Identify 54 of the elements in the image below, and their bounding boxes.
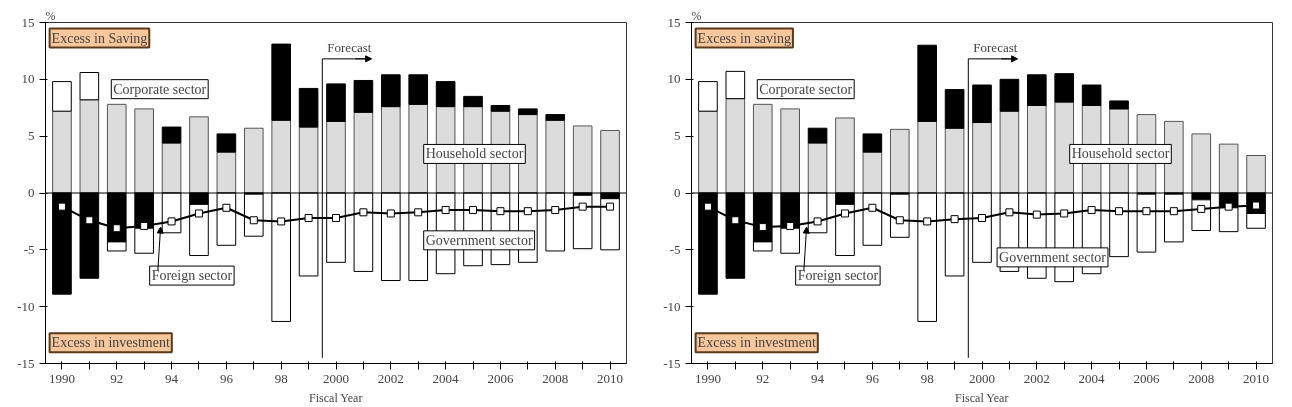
- annotation: Excess in investment: [51, 335, 170, 351]
- x-tick-label: 2000: [969, 370, 995, 386]
- x-tick-label: 2004: [1078, 370, 1106, 386]
- y-tick-label: 15: [21, 14, 35, 30]
- x-tick-label: 92: [110, 370, 124, 386]
- annotation: Excess in saving: [697, 30, 791, 46]
- y-tick-label: -5: [23, 241, 35, 257]
- x-tick-label: 1990: [694, 370, 721, 386]
- y-tick-label: -15: [663, 355, 681, 371]
- y-axis-title: %: [691, 8, 702, 23]
- annotation: Excess in investment: [697, 335, 816, 351]
- x-tick-label: 98: [274, 370, 288, 386]
- x-tick-label: 96: [865, 370, 880, 386]
- series-label: Household sector: [1071, 146, 1170, 162]
- y-tick-label: 10: [667, 71, 681, 87]
- ref-line-label: Forecast: [327, 39, 372, 55]
- x-tick-label: 94: [811, 370, 825, 386]
- y-tick-label: 10: [21, 71, 35, 87]
- x-tick-label: 2006: [487, 370, 514, 386]
- text: Foreign sector: [151, 268, 233, 284]
- y-tick-label: -10: [17, 298, 35, 314]
- x-tick-label: 1990: [48, 370, 75, 386]
- y-tick-label: 5: [674, 128, 681, 144]
- y-tick-label: 0: [28, 185, 35, 200]
- annotation: Excess in Saving: [51, 30, 148, 46]
- y-tick-label: -5: [669, 241, 681, 257]
- series-label: Government sector: [425, 232, 533, 248]
- x-tick-label: 2010: [1243, 370, 1270, 386]
- x-tick-label: 2008: [1188, 370, 1215, 386]
- x-tick-label: 2000: [323, 370, 349, 386]
- y-tick-label: 5: [28, 128, 35, 144]
- x-tick-label: 2002: [377, 370, 404, 386]
- text: Corporate sector: [759, 81, 853, 97]
- y-axis-title: %: [45, 8, 56, 23]
- series-label: Household sector: [425, 146, 524, 162]
- y-tick-label: 0: [674, 185, 681, 200]
- x-tick-label: 98: [920, 370, 934, 386]
- x-tick-label: 2006: [1133, 370, 1160, 386]
- x-tick-label: 96: [219, 370, 234, 386]
- y-tick-label: -15: [17, 355, 35, 371]
- ref-line-label: Forecast: [973, 39, 1018, 55]
- x-tick-label: 92: [756, 370, 770, 386]
- x-tick-label: 2008: [542, 370, 569, 386]
- x-tick-label: 2010: [597, 370, 624, 386]
- x-tick-label: 2004: [432, 370, 460, 386]
- text: Foreign sector: [797, 268, 879, 284]
- series-label: Government sector: [999, 249, 1107, 265]
- y-tick-label: -10: [663, 298, 681, 314]
- x-tick-label: 2002: [1023, 370, 1050, 386]
- x-axis-title: Fiscal Year: [309, 390, 363, 405]
- x-tick-label: 94: [165, 370, 179, 386]
- text: Corporate sector: [113, 81, 207, 97]
- x-axis-title: Fiscal Year: [955, 390, 1009, 405]
- y-tick-label: 15: [667, 14, 681, 30]
